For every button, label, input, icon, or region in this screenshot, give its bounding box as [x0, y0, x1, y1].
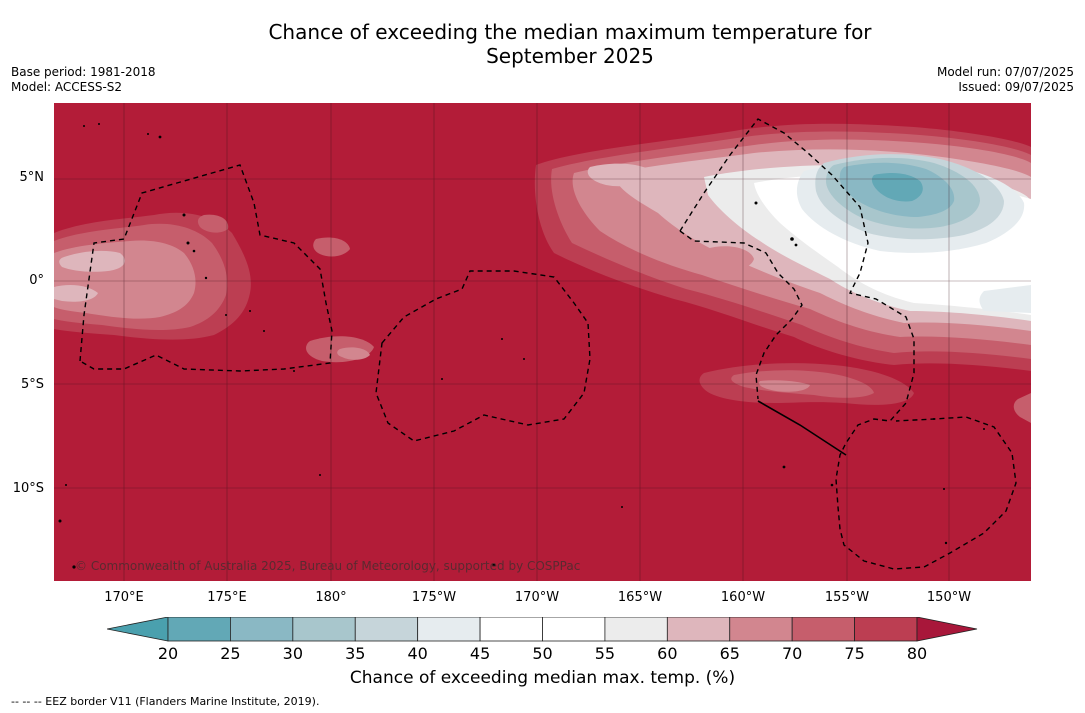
lat-label-10s: 10°S: [12, 481, 44, 496]
colorbar-tick-label: 35: [345, 644, 366, 663]
lon-label-155w: 155°W: [824, 590, 870, 605]
title-line-1: Chance of exceeding the median maximum t…: [268, 20, 872, 44]
lat-label-0: 0°: [29, 273, 44, 288]
eez-solid-segment: [757, 400, 847, 456]
lon-label-175e: 175°E: [207, 590, 247, 605]
lat-label-5n: 5°N: [19, 170, 45, 185]
meta-left: Base period: 1981-2018 Model: ACCESS-S2: [11, 65, 156, 95]
colorbar-tick-label: 50: [532, 644, 553, 663]
lon-label-170e: 170°E: [104, 590, 144, 605]
model-name: Model: ACCESS-S2: [11, 80, 123, 94]
colorbar-bin: [666, 617, 731, 642]
colorbar-under-arrow: [107, 617, 169, 642]
colorbar-bins: [167, 617, 918, 642]
meta-right: Model run: 07/07/2025 Issued: 09/07/2025: [937, 65, 1074, 95]
colorbar-tick-label: 20: [157, 644, 179, 663]
colorbar-over-arrow: [916, 617, 978, 642]
copyright-notice: © Commonwealth of Australia 2025, Bureau…: [75, 559, 581, 573]
colorbar-label: Chance of exceeding median max. temp. (%…: [349, 668, 736, 688]
lon-label-160w: 160°W: [720, 590, 766, 605]
colorbar-bin: [167, 617, 231, 642]
colorbar-bin: [354, 617, 419, 642]
map-svg: [54, 103, 1031, 581]
chart-title: Chance of exceeding the median maximum t…: [0, 20, 1085, 68]
colorbar-tick-label: 60: [657, 644, 678, 663]
eez-borders: [79, 118, 1017, 570]
colorbar-tick-label: 70: [781, 644, 803, 663]
issued-date: Issued: 09/07/2025: [958, 80, 1074, 94]
colorbar-tick-label: 65: [719, 644, 740, 663]
colorbar-tick-label: 75: [844, 644, 865, 663]
graticule: [54, 103, 1031, 581]
colorbar-bin: [542, 617, 606, 642]
lon-label-170w: 170°W: [514, 590, 560, 605]
colorbar-bin: [417, 617, 481, 642]
colorbar-tick-label: 80: [906, 644, 928, 663]
base-period: Base period: 1981-2018: [11, 65, 156, 79]
eez-footnote: -- -- -- EEZ border V11 (Flanders Marine…: [11, 695, 320, 708]
colorbar-tick-label: 45: [469, 644, 491, 663]
colorbar-bin: [604, 617, 668, 642]
colorbar-tick-label: 30: [282, 644, 303, 663]
colorbar-tick-label: 40: [407, 644, 428, 663]
map-panel: © Commonwealth of Australia 2025, Bureau…: [54, 103, 1031, 581]
model-run: Model run: 07/07/2025: [936, 65, 1074, 79]
colorbar-tick-label: 25: [220, 644, 241, 663]
colorbar: [107, 617, 978, 642]
lat-label-5s: 5°S: [20, 377, 44, 392]
lon-label-150w: 150°W: [926, 590, 972, 605]
colorbar-tick-label: 55: [594, 644, 616, 663]
colorbar-bin: [292, 617, 356, 642]
island-specks: [58, 123, 985, 569]
lon-label-180: 180°: [315, 590, 347, 605]
lon-label-175w: 175°W: [411, 590, 457, 605]
colorbar-bin: [729, 617, 793, 642]
title-line-2: September 2025: [486, 44, 654, 68]
colorbar-bin: [854, 617, 918, 642]
colorbar-bin: [791, 617, 855, 642]
colorbar-bin: [479, 617, 543, 642]
lon-label-165w: 165°W: [617, 590, 663, 605]
colorbar-bin: [230, 617, 294, 642]
